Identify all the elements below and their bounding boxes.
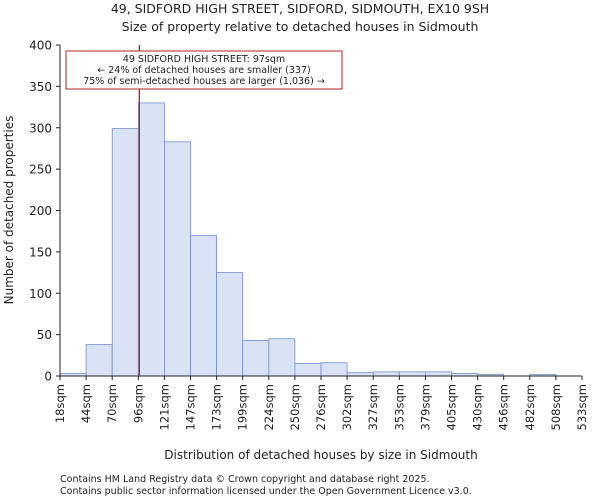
y-tick-label: 100 xyxy=(29,287,52,301)
bars-group xyxy=(59,102,557,377)
y-tick-label: 250 xyxy=(29,163,52,177)
footer-line2: Contains public sector information licen… xyxy=(60,486,472,497)
x-tick-label: 147sqm xyxy=(184,384,198,430)
x-tick-label: 533sqm xyxy=(575,384,589,430)
x-tick-label: 44sqm xyxy=(79,384,93,423)
bar-121sqm xyxy=(163,141,191,377)
x-tick-label: 405sqm xyxy=(445,384,459,430)
bar-147sqm xyxy=(190,234,218,377)
x-tick-label: 70sqm xyxy=(105,384,119,423)
bar-250sqm xyxy=(294,363,322,377)
x-tick-label: 430sqm xyxy=(471,384,485,430)
bar-173sqm xyxy=(216,272,244,377)
bar-199sqm xyxy=(242,340,270,377)
x-tick-label: 456sqm xyxy=(497,384,511,430)
bar-353sqm xyxy=(398,371,426,377)
bar-70sqm xyxy=(111,128,139,377)
y-tick-label: 350 xyxy=(29,80,52,94)
bar-379sqm xyxy=(424,371,452,377)
footer-line1: Contains HM Land Registry data © Crown c… xyxy=(60,474,430,485)
bar-44sqm xyxy=(85,344,113,377)
annotation-line3: 75% of semi-detached houses are larger (… xyxy=(83,76,325,87)
x-tick-label: 199sqm xyxy=(236,384,250,430)
x-tick-label: 250sqm xyxy=(288,384,302,430)
x-tick-label: 482sqm xyxy=(523,384,537,430)
y-tick-label: 0 xyxy=(44,370,52,384)
chart-title-line2: Size of property relative to detached ho… xyxy=(122,19,479,34)
x-tick-label: 379sqm xyxy=(418,384,432,430)
bar-276sqm xyxy=(320,362,348,377)
x-tick-label: 121sqm xyxy=(157,384,171,430)
bar-327sqm xyxy=(372,371,400,377)
x-axis: 18sqm 44sqm 70sqm 96sqm 121sqm 147sqm 173sqm 19… xyxy=(53,376,589,430)
y-tick-label: 300 xyxy=(29,121,52,135)
x-axis-label: Distribution of detached houses by size … xyxy=(164,448,477,462)
x-tick-label: 353sqm xyxy=(392,384,406,430)
annotation-line2: ← 24% of detached houses are smaller (33… xyxy=(97,65,310,76)
bar-96sqm xyxy=(137,102,165,377)
x-tick-label: 276sqm xyxy=(314,384,328,430)
bar-224sqm xyxy=(268,338,296,377)
x-tick-label: 173sqm xyxy=(210,384,224,430)
x-tick-label: 508sqm xyxy=(549,384,563,430)
x-tick-label: 327sqm xyxy=(366,384,380,430)
x-tick-label: 96sqm xyxy=(131,384,145,423)
chart-title-line1: 49, SIDFORD HIGH STREET, SIDFORD, SIDMOU… xyxy=(111,1,489,16)
y-axis-label: Number of detached properties xyxy=(2,116,16,305)
x-tick-label: 18sqm xyxy=(53,384,67,423)
annotation-frame xyxy=(65,50,343,90)
x-tick-label: 224sqm xyxy=(262,384,276,430)
x-tick-label: 302sqm xyxy=(340,384,354,430)
y-tick-label: 150 xyxy=(29,245,52,259)
annotation-box: 49 SIDFORD HIGH STREET: 97sqm ← 24% of d… xyxy=(65,50,343,90)
y-axis: 0 50 100 150 200 250 300 350 400 xyxy=(29,39,60,384)
y-tick-label: 400 xyxy=(29,39,52,53)
y-tick-label: 200 xyxy=(29,204,52,218)
annotation-line1: 49 SIDFORD HIGH STREET: 97sqm xyxy=(123,54,285,65)
y-tick-label: 50 xyxy=(37,328,52,342)
